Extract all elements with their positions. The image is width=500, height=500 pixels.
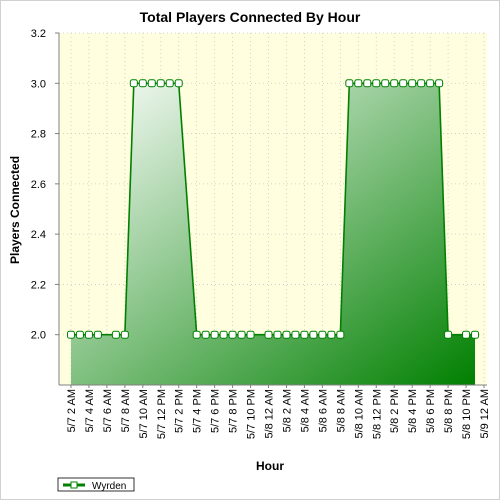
x-tick-label: 5/8 8 PM — [443, 389, 455, 433]
data-point — [75, 330, 84, 339]
x-tick-label: 5/7 2 PM — [174, 389, 186, 433]
y-tick-label: 2.8 — [31, 129, 46, 141]
data-point — [462, 330, 471, 339]
data-point — [210, 330, 219, 339]
data-point — [165, 79, 174, 88]
data-point — [156, 79, 165, 88]
x-tick-label: 5/8 8 AM — [335, 389, 347, 432]
area-fill — [70, 83, 476, 386]
x-tick-label: 5/7 4 AM — [84, 389, 96, 432]
x-tick-label: 5/8 2 PM — [389, 389, 401, 433]
y-tick-label: 2.6 — [31, 179, 46, 191]
data-point — [399, 79, 408, 88]
x-tick-label: 5/8 6 PM — [425, 389, 437, 433]
data-point — [246, 330, 255, 339]
data-point — [300, 330, 309, 339]
data-point — [309, 330, 318, 339]
data-point — [336, 330, 345, 339]
data-point — [444, 330, 453, 339]
data-point — [93, 330, 102, 339]
data-point — [408, 79, 417, 88]
data-point — [129, 79, 138, 88]
data-point — [381, 79, 390, 88]
data-point — [417, 79, 426, 88]
data-point — [192, 330, 201, 339]
x-tick-label: 5/8 2 AM — [281, 389, 293, 432]
legend-label: Wyrden — [92, 481, 126, 492]
legend: Wyrden — [57, 477, 135, 492]
data-point — [120, 330, 129, 339]
data-point — [390, 79, 399, 88]
x-tick-label: 5/8 6 AM — [317, 389, 329, 432]
y-axis-label: Players Connected — [8, 156, 22, 264]
x-tick-label: 5/9 12 AM — [479, 389, 491, 439]
data-point — [66, 330, 75, 339]
chart-title: Total Players Connected By Hour — [140, 9, 361, 25]
x-tick-label: 5/8 10 PM — [461, 389, 473, 439]
data-point — [174, 79, 183, 88]
data-point — [354, 79, 363, 88]
data-point — [282, 330, 291, 339]
data-point — [264, 330, 273, 339]
x-tick-labels: 5/7 2 AM 5/7 4 AM 5/7 6 AM 5/7 8 AM 5/7 10 A… — [66, 389, 491, 439]
axes — [55, 32, 487, 388]
x-tick-label: 5/8 12 AM — [264, 389, 276, 439]
data-point — [363, 79, 372, 88]
x-tick-label: 5/7 2 AM — [66, 389, 78, 432]
data-point — [147, 79, 156, 88]
data-point — [219, 330, 228, 339]
data-points — [66, 79, 480, 339]
x-tick-label: 5/8 10 AM — [353, 389, 365, 439]
x-axis-label: Hour — [256, 459, 284, 473]
x-tick-label: 5/8 12 PM — [371, 389, 383, 439]
data-point — [237, 330, 246, 339]
x-tick-label: 5/7 4 PM — [192, 389, 204, 433]
legend-swatch-marker — [70, 481, 78, 489]
data-point — [201, 330, 210, 339]
y-tick-label: 2.0 — [31, 330, 46, 342]
data-point — [426, 79, 435, 88]
data-point — [435, 79, 444, 88]
x-tick-label: 5/7 6 AM — [102, 389, 114, 432]
y-tick-label: 3.0 — [31, 78, 46, 90]
x-tick-label: 5/8 4 AM — [299, 389, 311, 432]
y-tick-label: 2.2 — [31, 279, 46, 291]
data-point — [84, 330, 93, 339]
x-tick-label: 5/8 4 PM — [407, 389, 419, 433]
series-area — [70, 83, 476, 386]
data-point — [327, 330, 336, 339]
x-tick-label: 5/7 10 PM — [246, 389, 258, 439]
y-tick-labels: 2.0 2.2 2.4 2.6 2.8 3.0 3.2 — [31, 28, 46, 342]
y-tick-label: 3.2 — [31, 28, 46, 40]
x-tick-label: 5/7 12 PM — [156, 389, 168, 439]
x-tick-label: 5/7 8 PM — [228, 389, 240, 433]
data-point — [138, 79, 147, 88]
y-tick-label: 2.4 — [31, 229, 46, 241]
data-point — [111, 330, 120, 339]
x-tick-label: 5/7 8 AM — [120, 389, 132, 432]
data-point — [372, 79, 381, 88]
data-point — [345, 79, 354, 88]
x-tick-label: 5/7 10 AM — [138, 389, 150, 439]
data-point — [471, 330, 480, 339]
data-point — [318, 330, 327, 339]
data-point — [273, 330, 282, 339]
data-point — [228, 330, 237, 339]
x-tick-label: 5/7 6 PM — [210, 389, 222, 433]
data-point — [291, 330, 300, 339]
